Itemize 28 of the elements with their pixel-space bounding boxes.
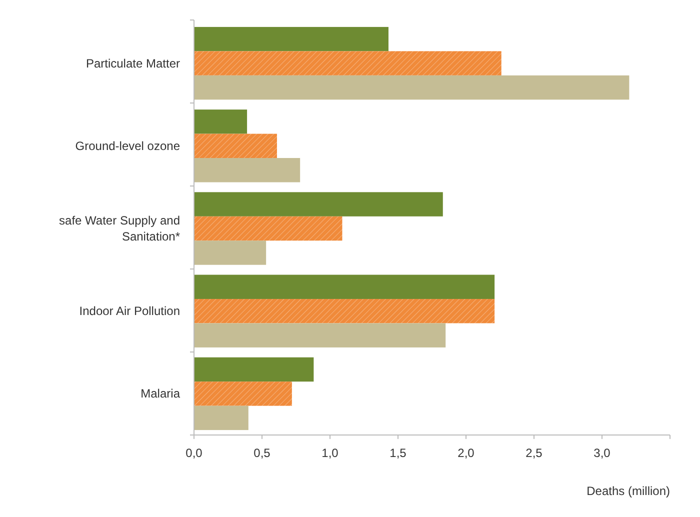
x-tick-label: 1,0: [322, 446, 339, 460]
bar: [194, 110, 248, 134]
x-tick-label: 0,0: [186, 446, 203, 460]
x-tick-label: 0,5: [254, 446, 271, 460]
y-tick-label: Ground-level ozone: [75, 138, 180, 153]
y-tick-label: safe Water Supply and Sanitation*: [59, 214, 180, 244]
bar: [194, 240, 266, 265]
x-tick-label: 2,5: [526, 446, 543, 460]
x-tick-label: 2,0: [458, 446, 475, 460]
bar: [194, 192, 443, 216]
x-tick-label: 1,5: [390, 446, 407, 460]
bar: [194, 158, 300, 182]
x-axis-title: Deaths (million): [586, 484, 670, 498]
bar: [194, 216, 342, 241]
bar: [194, 357, 314, 382]
bar: [194, 134, 277, 158]
y-tick-label: Particulate Matter: [86, 56, 180, 70]
bar: [194, 298, 495, 324]
bar: [194, 75, 630, 100]
bar: [194, 323, 446, 348]
bar: [194, 26, 388, 52]
y-tick-label: Indoor Air Pollution: [79, 304, 180, 318]
bar: [194, 51, 502, 76]
x-tick-label: 3,0: [594, 446, 611, 460]
y-tick-label: Malaria: [140, 386, 180, 401]
bar: [194, 382, 292, 406]
bar: [194, 406, 248, 430]
bar: [194, 274, 495, 299]
